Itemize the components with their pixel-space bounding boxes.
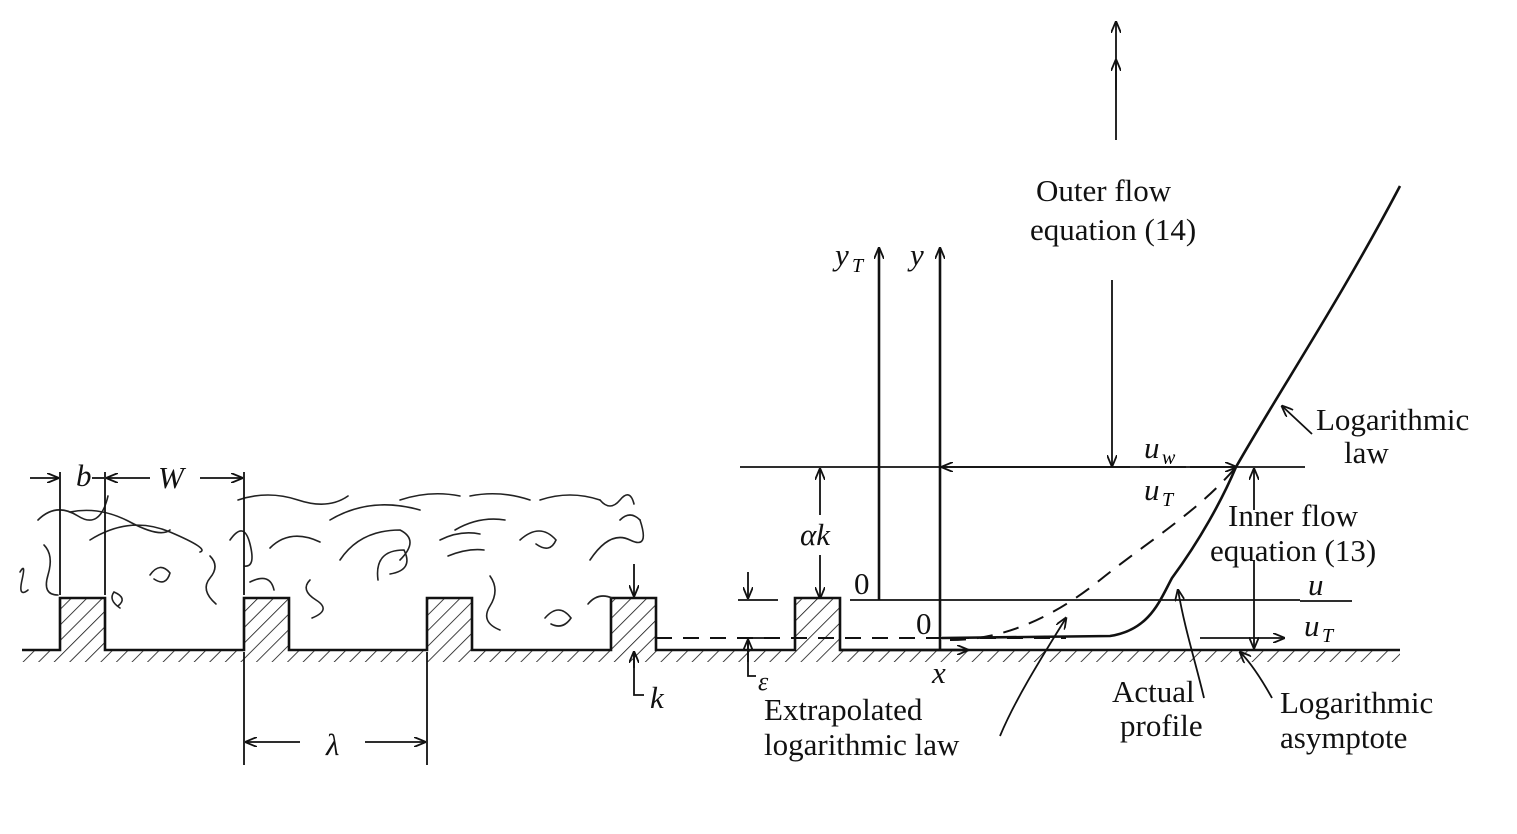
label-u-tau-top: u (1144, 472, 1160, 507)
extrap-leader (999, 618, 1066, 737)
roughness-element-1 (60, 598, 105, 650)
label-actual-1: Actual (1112, 674, 1195, 709)
label-extrap-1: Extrapolated (764, 692, 923, 727)
asymptote-leader (1240, 652, 1273, 699)
label-asymptote-2: asymptote (1280, 720, 1407, 755)
turbulent-eddies (19, 492, 645, 631)
label-w: W (158, 460, 187, 495)
label-alpha-k: αk (800, 517, 831, 552)
wall-surface (22, 596, 1400, 652)
label-epsilon: ε (758, 667, 769, 696)
roughness-element-2 (244, 598, 289, 650)
label-u-tau-top-sub: T (1162, 489, 1175, 511)
label-inner-flow-1: Inner flow (1228, 498, 1359, 533)
log-law-leader (1282, 406, 1313, 435)
roughness-element-5 (795, 598, 840, 650)
label-y-t: y (832, 237, 849, 272)
label-k: k (650, 680, 665, 715)
label-u-tau-bottom-sub: T (1322, 625, 1335, 647)
label-actual-2: profile (1120, 708, 1203, 743)
epsilon-leader (747, 640, 756, 677)
label-outer-flow-2: equation (14) (1030, 212, 1196, 247)
roughness-element-4 (611, 598, 656, 650)
label-lambda: λ (325, 727, 339, 762)
label-zero-right: 0 (916, 606, 932, 641)
actual-profile-curve (941, 185, 1402, 640)
label-inner-flow-2: equation (13) (1210, 533, 1376, 568)
label-asymptote-1: Logarithmic (1280, 685, 1433, 720)
label-log-law-2: law (1344, 435, 1389, 470)
label-u: u (1308, 567, 1324, 602)
extrapolated-log-law-curve (949, 466, 1237, 641)
roughness-elements (60, 598, 840, 650)
label-y: y (907, 237, 924, 272)
roughness-element-3 (427, 598, 472, 650)
label-u-tau-bottom: u (1304, 608, 1320, 643)
label-y-t-sub: T (852, 255, 865, 277)
label-u-w-sub: w (1162, 447, 1176, 469)
label-u-w: u (1144, 430, 1160, 465)
label-extrap-2: logarithmic law (764, 727, 960, 762)
label-outer-flow-1: Outer flow (1036, 173, 1172, 208)
label-b: b (76, 458, 92, 493)
label-x: x (931, 655, 946, 690)
label-zero-left: 0 (854, 566, 870, 601)
label-log-law-1: Logarithmic (1316, 402, 1469, 437)
actual-profile-leader (1178, 590, 1205, 699)
wall-hatching (22, 650, 1400, 662)
